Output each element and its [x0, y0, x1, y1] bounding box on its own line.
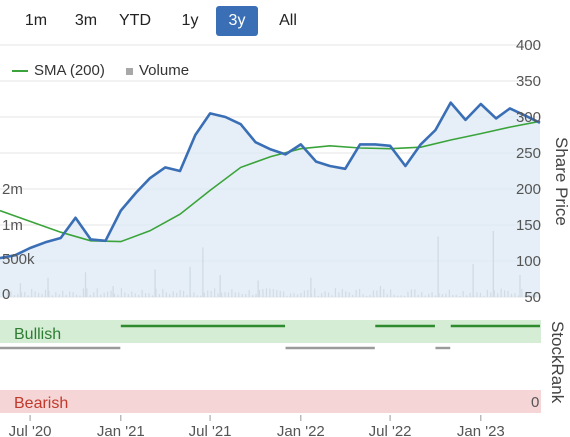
- legend-volume[interactable]: Volume: [126, 61, 189, 81]
- legend-sma[interactable]: SMA (200): [12, 61, 105, 81]
- price-tick-label: 400: [516, 37, 541, 54]
- bearish-zone: [0, 390, 541, 413]
- price-tick-label: 250: [516, 145, 541, 162]
- range-button-1y[interactable]: 1y: [181, 12, 199, 29]
- range-button-3m[interactable]: 3m: [74, 12, 98, 29]
- price-tick-label: 150: [516, 217, 541, 234]
- share-price-line: [0, 101, 541, 260]
- price-tick-label: 300: [516, 109, 541, 126]
- sma-200-line: [0, 120, 541, 243]
- stockrank-zero-label: 0: [531, 394, 539, 411]
- x-tick-label: Jul '20: [9, 423, 52, 437]
- x-tick-label: Jul '22: [369, 423, 412, 437]
- volume-tick-label: 0: [2, 286, 10, 303]
- volume-square-swatch: [126, 67, 133, 75]
- legend-sma-label: SMA (200): [34, 62, 105, 79]
- price-tick-label: 350: [516, 73, 541, 90]
- x-tick-label: Jan '23: [457, 423, 505, 437]
- price-tick-label: 50: [524, 289, 541, 306]
- sma-line-swatch: [12, 70, 28, 73]
- range-button-ytd[interactable]: YTD: [119, 12, 151, 29]
- volume-tick-label: 500k: [2, 251, 35, 268]
- price-area-fill: [0, 102, 540, 297]
- range-button-3y[interactable]: 3y: [216, 6, 258, 36]
- range-button-all[interactable]: All: [279, 12, 297, 29]
- stockrank-axis-title: StockRank: [548, 321, 567, 404]
- bullish-label: Bullish: [14, 326, 61, 343]
- x-tick-label: Jul '21: [189, 423, 232, 437]
- x-tick-label: Jan '21: [97, 423, 145, 437]
- x-tick-label: Jan '22: [277, 423, 325, 437]
- bearish-label: Bearish: [14, 395, 68, 412]
- share-price-axis-title: Share Price: [552, 137, 570, 226]
- price-tick-label: 100: [516, 253, 541, 270]
- price-tick-label: 200: [516, 181, 541, 198]
- bullish-zone: [0, 320, 541, 343]
- legend-volume-label: Volume: [139, 62, 190, 79]
- volume-tick-label: 1m: [2, 217, 23, 234]
- volume-tick-label: 2m: [2, 181, 23, 198]
- range-button-1m[interactable]: 1m: [24, 12, 48, 29]
